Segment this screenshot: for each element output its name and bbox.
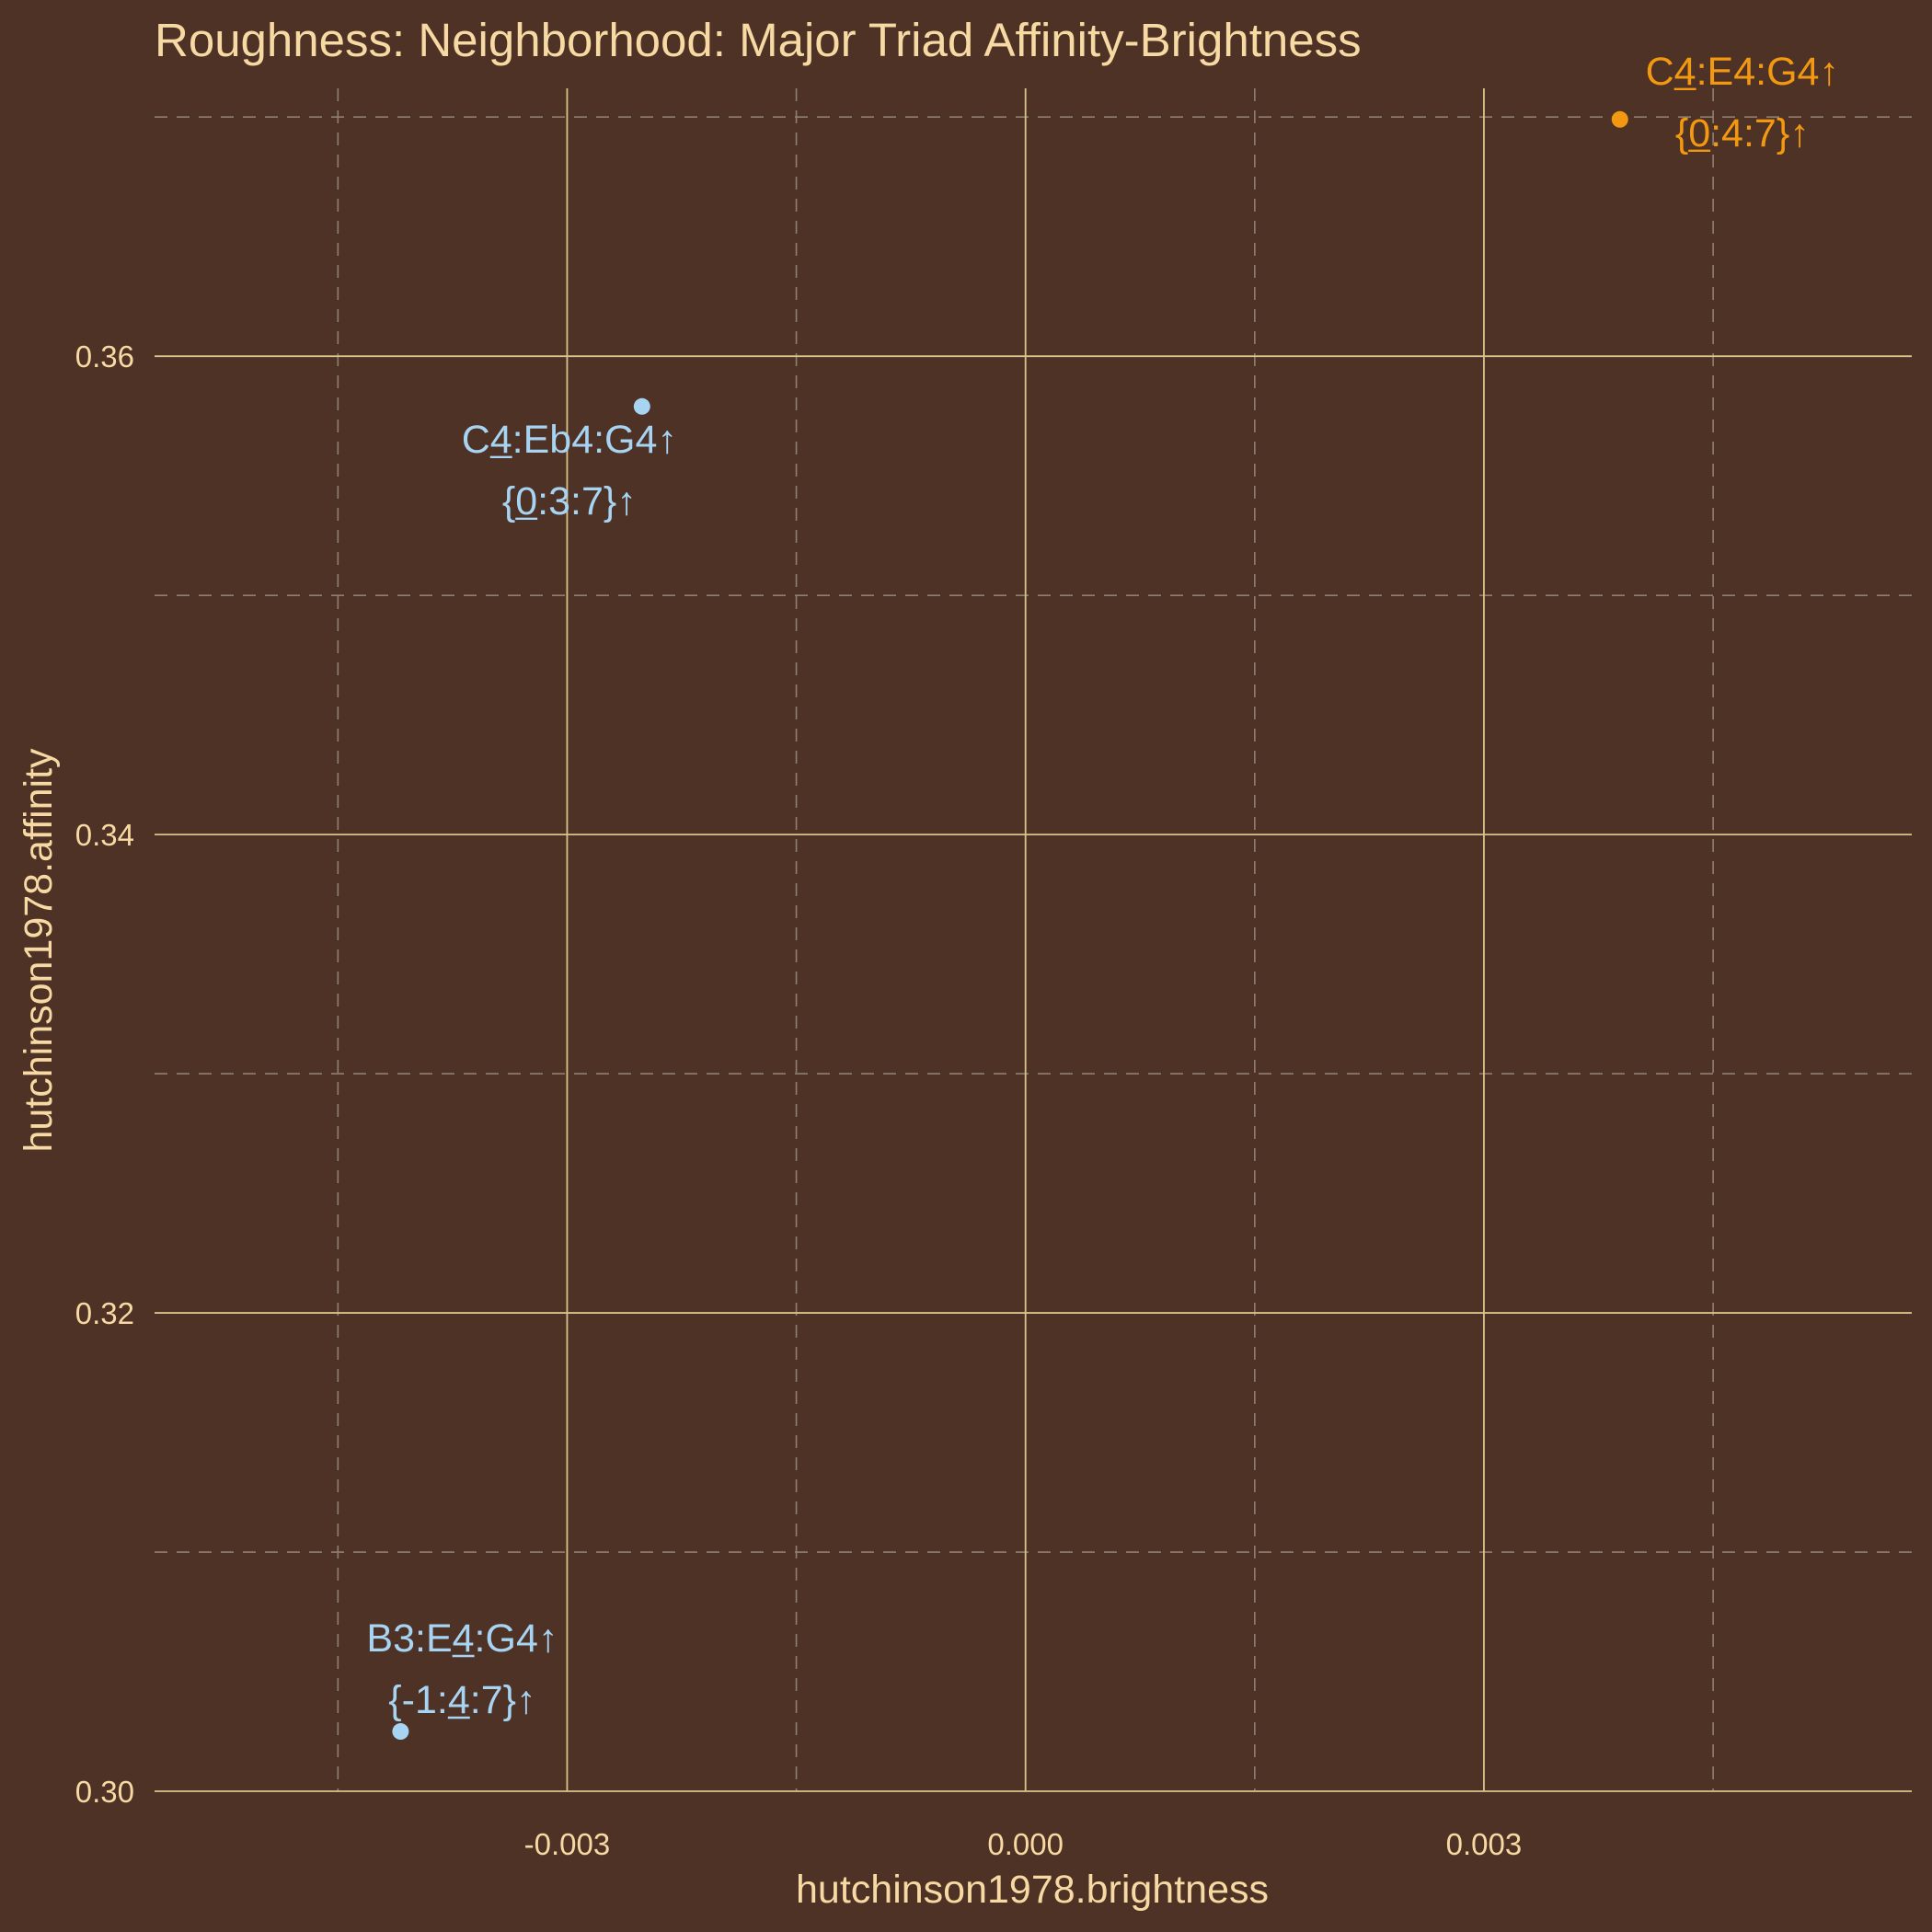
point-label-0-line2: {0:4:7}↑	[1675, 111, 1810, 155]
y-tick-label-3: 0.36	[75, 339, 134, 374]
y-tick-label-2: 0.34	[75, 818, 134, 852]
data-point-2	[392, 1723, 409, 1741]
point-label-2-line2: {-1:4:7}↑	[388, 1678, 535, 1722]
chart-title: Roughness: Neighborhood: Major Triad Aff…	[155, 14, 1362, 66]
point-label-1-line2: {0:3:7}↑	[502, 479, 637, 523]
x-tick-label-2: 0.003	[1446, 1827, 1523, 1861]
point-label-2-line1: B3:E4:G4↑	[366, 1616, 558, 1661]
data-labels: C4:E4:G4↑ {0:4:7}↑ C4:Eb4:G4↑ {0:3:7}↑ B3:E4…	[366, 50, 1839, 1722]
data-points	[392, 110, 1628, 1741]
point-label-0-line1: C4:E4:G4↑	[1646, 50, 1839, 94]
y-tick-label-0: 0.30	[75, 1775, 134, 1809]
point-label-1-line1: C4:Eb4:G4↑	[462, 418, 677, 462]
y-axis-title: hutchinson1978.affinity	[17, 748, 61, 1153]
y-tick-label-1: 0.32	[75, 1296, 134, 1330]
data-point-0	[1611, 110, 1628, 128]
x-tick-label-0: -0.003	[524, 1827, 611, 1861]
data-point-1	[633, 397, 650, 415]
x-axis-title: hutchinson1978.brightness	[796, 1868, 1269, 1912]
x-tick-label-1: 0.000	[987, 1827, 1064, 1861]
axis-ticks: -0.003 0.000 0.003 0.30 0.32 0.34 0.36	[75, 339, 1522, 1861]
